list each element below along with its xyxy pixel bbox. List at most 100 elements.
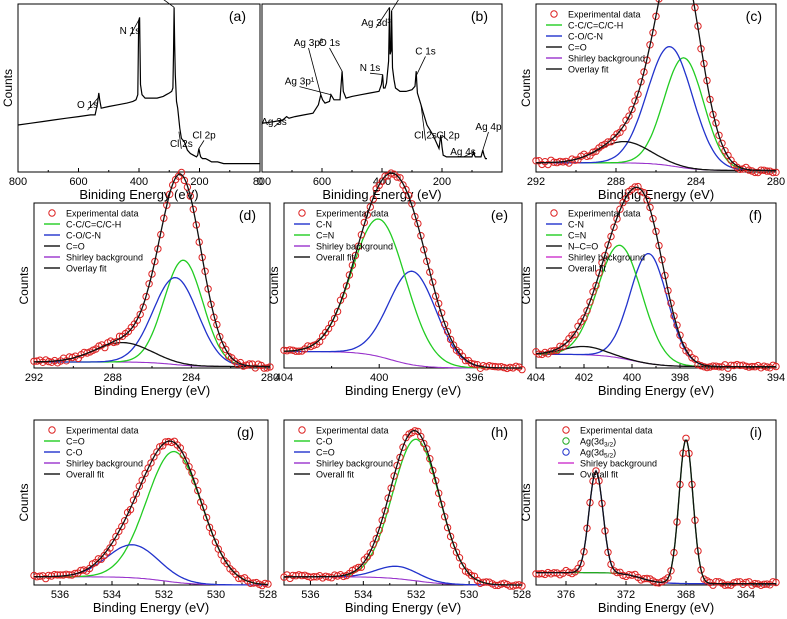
peak-annotation-label: N 1s — [360, 63, 381, 74]
experimental-data-point — [613, 215, 621, 223]
experimental-data-point — [396, 174, 404, 182]
experimental-data-point — [455, 554, 464, 562]
experimental-data-point — [664, 574, 672, 582]
experimental-data-point — [348, 261, 357, 269]
experimental-data-point — [670, 312, 678, 320]
experimental-data-point — [390, 472, 398, 480]
legend-label: Shirley background — [568, 253, 645, 263]
component-line — [34, 276, 270, 368]
experimental-data-point — [446, 532, 455, 541]
experimental-data-point — [222, 345, 230, 354]
experimental-data-point — [177, 168, 186, 177]
legend-label: Experimental data — [66, 426, 139, 436]
peak-annotation-arrow — [273, 116, 287, 128]
experimental-data-point — [589, 148, 597, 156]
legend-subscript: 5/2 — [604, 453, 613, 460]
experimental-data-point — [449, 541, 458, 549]
legend-label: Shirley background — [66, 253, 143, 263]
panel-a: 800 600 400 200 0 Biniding Energy (eV) Counts (… — [1, 0, 263, 202]
panel-letter: (f) — [749, 207, 762, 223]
legend-label: Shirley background — [580, 459, 657, 469]
x-tick-label: 288 — [607, 176, 625, 188]
peak-annotation-arrow — [482, 131, 489, 151]
component-line — [536, 57, 776, 172]
experimental-data-point — [438, 500, 446, 508]
panel-g: 536 534 532 530 528 Binding Energy (eV) Counts… — [17, 419, 277, 615]
experimental-data-point — [94, 555, 103, 563]
x-tick-label: 372 — [617, 589, 635, 601]
experimental-data-point — [214, 545, 223, 553]
legend-label: C-O/C-N — [66, 231, 101, 241]
y-axis-label: Counts — [519, 69, 533, 107]
experimental-data-point — [772, 578, 780, 587]
x-tick-label: 530 — [460, 589, 478, 601]
experimental-data-point — [532, 157, 540, 165]
experimental-data-point — [610, 223, 618, 231]
legend-marker — [298, 426, 306, 434]
x-tick-label: 288 — [103, 372, 121, 384]
legend-label: Overall fit — [66, 470, 105, 480]
legend-label: C=N — [316, 231, 334, 241]
experimental-data-point — [691, 355, 699, 363]
x-tick-label: 600 — [313, 176, 331, 188]
peak-annotation-label: Cl 2s — [170, 139, 193, 150]
experimental-data-point — [583, 307, 591, 315]
experimental-data-point — [640, 189, 648, 197]
experimental-data-point — [133, 316, 142, 324]
legend-marker — [48, 209, 56, 217]
legend-subscript: 3/2 — [604, 442, 613, 449]
panel-i: 376 372 368 364 Binding Energy (eV) Counts (i)… — [519, 419, 780, 615]
peak-annotation-arrow — [416, 56, 426, 75]
legend-label: Experimental data — [580, 426, 653, 436]
legend-label: Overlay fit — [66, 264, 107, 274]
experimental-data-point — [141, 469, 149, 478]
experimental-data-point — [163, 201, 171, 209]
peak-annotation-label: Ag 4s — [450, 147, 476, 158]
experimental-data-point — [366, 549, 374, 557]
experimental-data-point — [369, 195, 377, 203]
legend-label: Overall fit — [316, 253, 355, 263]
experimental-data-point — [715, 131, 723, 140]
legend-label: C-N — [568, 220, 584, 230]
peak-annotation-arrow — [178, 131, 182, 149]
peak-annotation-label: O 1s — [77, 100, 98, 111]
component-line — [536, 469, 776, 585]
panel-letter: (i) — [750, 424, 762, 440]
peak-annotation-label: Ag 3p¹ — [285, 77, 315, 88]
experimental-data-point — [426, 455, 434, 463]
panel-letter: (h) — [491, 424, 508, 440]
x-tick-label: 400 — [370, 372, 388, 384]
y-axis-label: Counts — [17, 483, 31, 521]
experimental-data-point — [138, 476, 146, 484]
experimental-data-point — [345, 271, 354, 279]
legend-label: Experimental data — [316, 209, 389, 219]
legend-label: C=O — [568, 43, 587, 53]
overall-fit-line — [535, 186, 776, 368]
legend-label: C-O — [316, 437, 333, 447]
experimental-data-point — [512, 362, 520, 370]
peak-annotation-arrow — [87, 96, 100, 111]
plot-frame — [33, 419, 269, 586]
x-axis-label: Binding Energy (eV) — [93, 600, 209, 615]
peak-annotation-label: N 1s — [120, 26, 141, 37]
legend-marker — [550, 209, 558, 217]
experimental-data-point — [357, 231, 366, 239]
x-tick-label: 364 — [737, 589, 755, 601]
experimental-data-point — [142, 292, 150, 301]
legend-label: C-C/C=C/C-H — [66, 220, 121, 230]
plot-frame — [283, 419, 523, 586]
experimental-data-point — [354, 563, 363, 572]
experimental-data-point — [245, 360, 254, 368]
experimental-data-point — [461, 356, 470, 365]
experimental-data-point — [216, 333, 224, 341]
panel-f: 404 402 400 398 396 394 Binding Energy (eV) Cou… — [519, 182, 785, 398]
legend-label: Shirley background — [66, 459, 143, 469]
experimental-data-point — [470, 360, 479, 368]
experimental-data-point — [50, 570, 59, 579]
peak-annotation-arrow — [198, 140, 205, 149]
x-tick-label: 200 — [190, 176, 208, 188]
legend-label: C=O — [316, 448, 335, 458]
peak-annotation-label: Ag 4p — [475, 122, 502, 133]
legend-label: Experimental data — [568, 10, 641, 20]
experimental-data-point — [372, 534, 380, 543]
